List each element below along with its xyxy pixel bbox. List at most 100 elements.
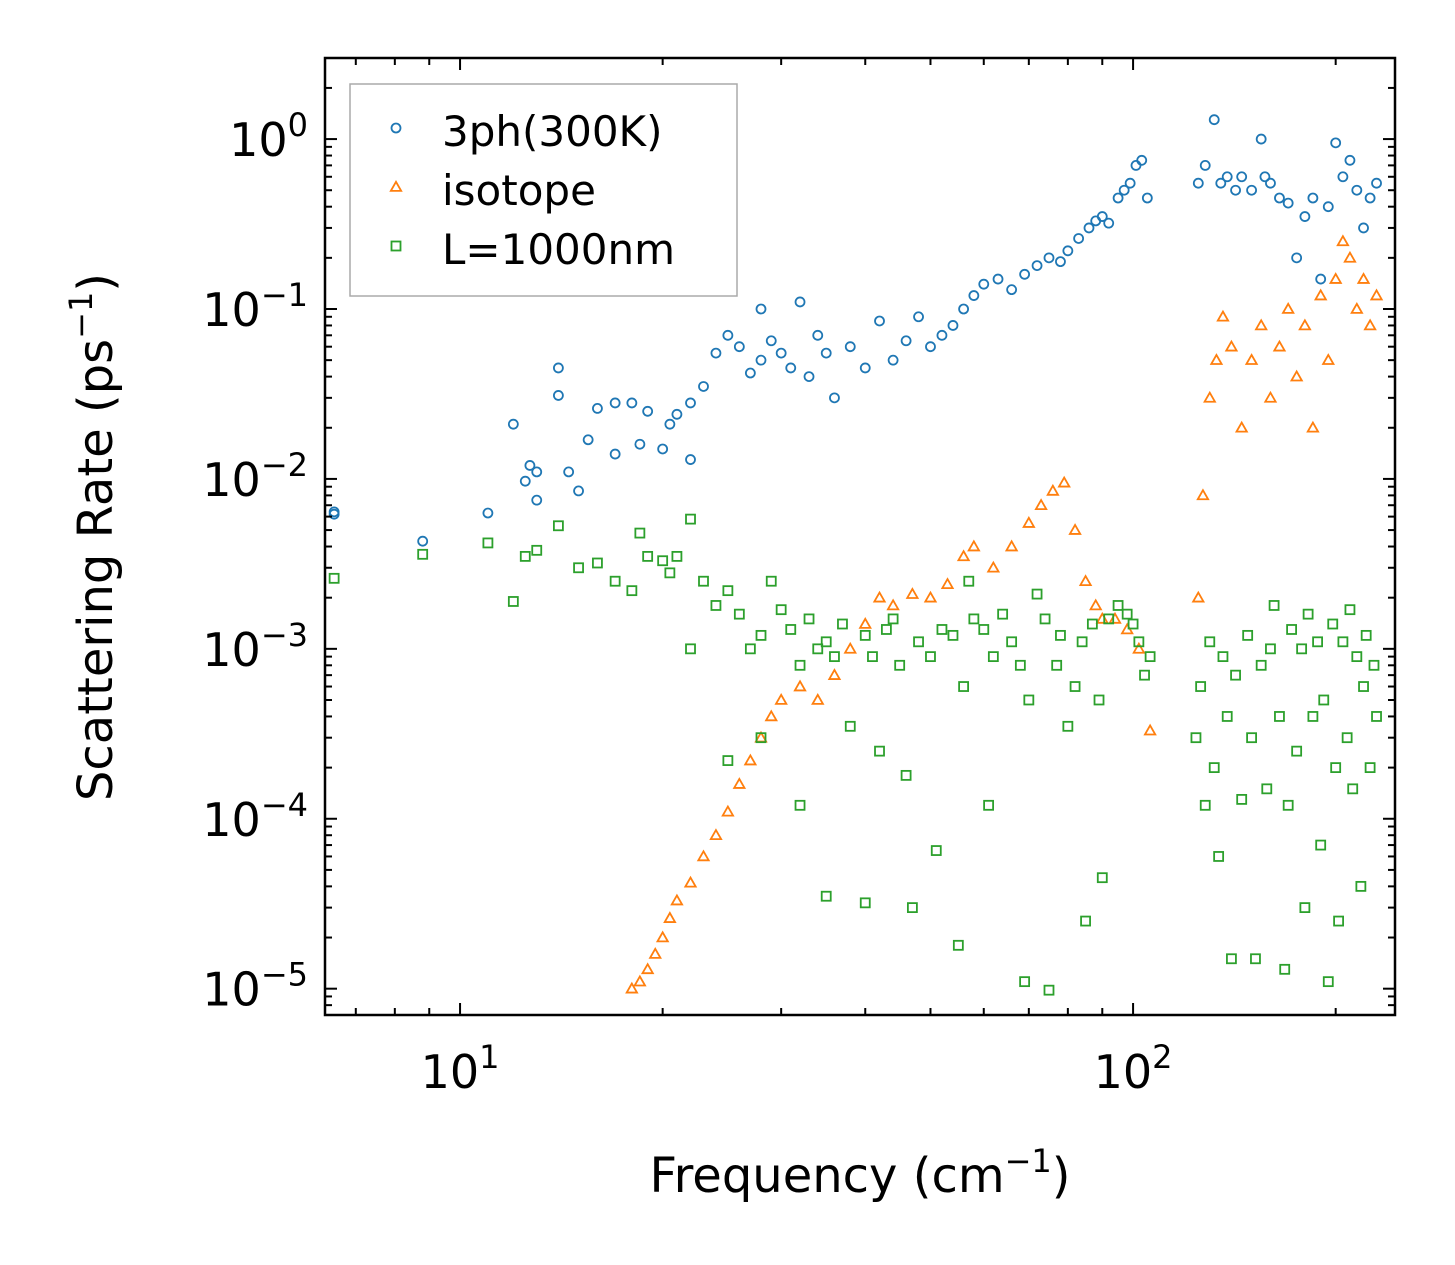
data-point — [1230, 669, 1241, 681]
data-point — [1259, 171, 1271, 183]
data-point — [829, 392, 840, 404]
data-point — [820, 890, 832, 902]
data-point — [1344, 154, 1356, 166]
data-point — [626, 397, 638, 409]
data-point — [1328, 272, 1343, 284]
data-point — [775, 604, 787, 616]
data-point — [1307, 192, 1319, 204]
data-point — [524, 460, 536, 471]
data-point — [657, 555, 669, 567]
data-point — [1073, 233, 1085, 244]
legend-label: isotope — [442, 166, 596, 215]
data-point — [592, 557, 603, 569]
data-point — [664, 418, 676, 430]
y-tick-label-base: 10 — [202, 963, 261, 1017]
legend-entry: 3ph(300K) — [390, 107, 662, 156]
data-point — [1217, 651, 1229, 663]
data-point — [625, 981, 639, 994]
data-point — [1255, 659, 1267, 671]
data-point — [1261, 783, 1273, 795]
data-point — [531, 544, 543, 556]
y-tick-label-exponent: −3 — [261, 616, 308, 654]
data-point — [1086, 618, 1098, 630]
data-point — [507, 418, 519, 430]
legend-entries: 3ph(300K) isotope L=1000nm — [389, 107, 675, 274]
y-tick-label: 10−1 — [202, 276, 308, 337]
data-point — [744, 643, 756, 655]
data-point — [887, 354, 899, 366]
data-point — [880, 624, 892, 635]
data-point — [1272, 339, 1287, 352]
data-point — [1215, 177, 1227, 189]
y-axis-label: Scattering Rate (ps−1) — [62, 273, 124, 801]
data-point — [642, 405, 654, 417]
data-point — [867, 651, 878, 663]
data-point — [671, 550, 683, 562]
data-point — [905, 587, 920, 599]
data-point — [698, 575, 709, 587]
data-point — [983, 799, 995, 811]
data-point — [1242, 629, 1254, 641]
data-point — [670, 893, 684, 906]
data-point — [794, 799, 806, 811]
data-point — [671, 408, 683, 420]
data-point — [1360, 629, 1372, 641]
data-point — [812, 329, 824, 341]
data-point — [507, 596, 519, 607]
data-point — [925, 341, 936, 353]
x-tick-label-exponent: 2 — [1152, 1038, 1172, 1076]
data-point — [1096, 872, 1108, 884]
legend-box — [349, 83, 738, 297]
data-point — [1199, 159, 1211, 171]
data-point — [886, 598, 900, 611]
data-point — [1034, 498, 1048, 511]
data-point — [1336, 234, 1350, 247]
y-tick-label-exponent: −2 — [261, 446, 308, 484]
data-point — [1299, 902, 1311, 914]
data-point — [1363, 318, 1377, 331]
data-point — [894, 659, 906, 671]
x-tick-label: 101 — [421, 1038, 500, 1099]
data-point — [1023, 694, 1035, 706]
data-point — [1318, 694, 1330, 706]
data-point — [1350, 302, 1364, 314]
data-point — [1062, 720, 1074, 732]
data-point — [1088, 598, 1103, 611]
data-point — [1291, 745, 1303, 757]
data-point — [1055, 629, 1066, 641]
data-point — [1333, 915, 1344, 927]
data-point — [1124, 177, 1136, 189]
legend-label: L=1000nm — [442, 225, 675, 274]
data-point — [1364, 192, 1376, 204]
data-point — [1139, 669, 1150, 681]
data-point — [663, 911, 677, 923]
data-point — [1364, 762, 1376, 774]
data-point — [872, 590, 887, 603]
data-point — [765, 575, 777, 587]
data-point — [1112, 192, 1124, 204]
data-point — [1043, 984, 1055, 996]
data-point — [722, 585, 734, 597]
data-point — [952, 939, 964, 951]
data-point — [552, 362, 564, 374]
data-point — [827, 668, 842, 680]
data-point — [1351, 651, 1363, 663]
data-point — [843, 641, 857, 654]
data-point — [698, 381, 709, 392]
data-point — [552, 520, 564, 532]
data-point — [722, 329, 734, 341]
data-point — [1330, 762, 1342, 774]
data-point — [1281, 302, 1295, 314]
x-tick-label-base: 10 — [421, 1045, 480, 1099]
data-point — [563, 466, 575, 478]
data-point — [755, 354, 767, 366]
data-point — [1234, 420, 1249, 433]
y-tick-label-exponent: −5 — [261, 956, 308, 994]
data-point — [1055, 256, 1066, 268]
data-point — [1330, 137, 1342, 149]
data-point — [1344, 604, 1356, 616]
data-point — [1221, 171, 1233, 183]
data-point — [1046, 483, 1060, 496]
y-tick-label-base: 10 — [202, 623, 261, 677]
x-tick-label-base: 10 — [1094, 1045, 1153, 1099]
